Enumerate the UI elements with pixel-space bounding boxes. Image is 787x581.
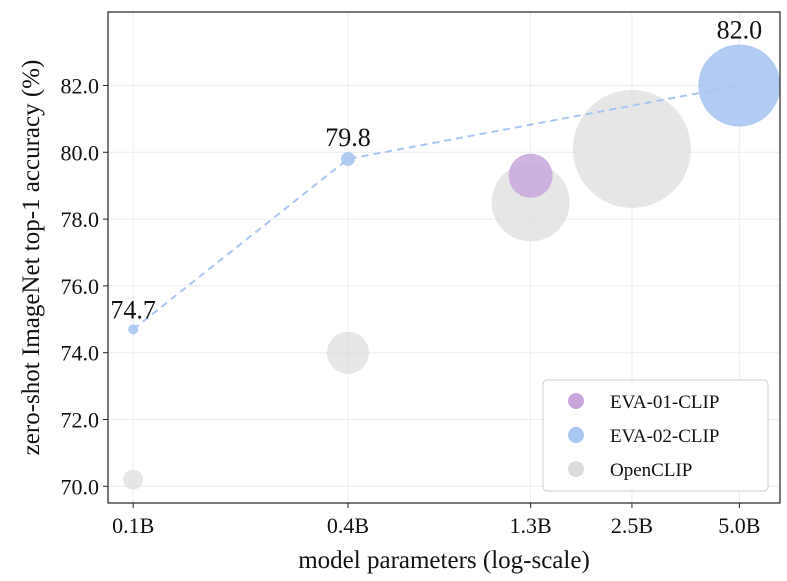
- point-openclip: [326, 331, 369, 374]
- legend-marker: [568, 427, 584, 443]
- y-tick-label: 72.0: [61, 407, 100, 432]
- y-tick-label: 78.0: [61, 207, 100, 232]
- legend-marker: [568, 393, 584, 409]
- point-openclip: [572, 89, 691, 208]
- x-axis-label: model parameters (log-scale): [298, 547, 590, 574]
- y-tick-label: 80.0: [61, 140, 100, 165]
- data-label: 74.7: [110, 295, 156, 324]
- data-label: 82.0: [717, 15, 763, 44]
- x-axis-ticks: 0.1B 0.4B 1.3B 2.5B 5.0B: [112, 503, 760, 538]
- legend-label: EVA-01-CLIP: [610, 392, 719, 413]
- data-points: [123, 44, 781, 490]
- grid: [108, 12, 780, 503]
- y-tick-label: 76.0: [61, 274, 100, 299]
- y-tick-label: 70.0: [61, 474, 100, 499]
- y-tick-label: 74.0: [61, 341, 100, 366]
- y-axis-ticks: 70.0 72.0 74.0 76.0 78.0 80.0 82.0: [61, 73, 108, 499]
- point-eva-01-clip: [508, 153, 553, 198]
- data-label: 79.8: [325, 123, 371, 152]
- legend-label: OpenCLIP: [610, 460, 692, 481]
- x-tick-label: 5.0B: [718, 513, 760, 538]
- legend-label: EVA-02-CLIP: [610, 426, 719, 447]
- legend: EVA-01-CLIP EVA-02-CLIP OpenCLIP: [542, 379, 769, 492]
- legend-marker: [568, 461, 584, 477]
- plot-frame: [107, 11, 781, 504]
- data-labels: 74.7 79.8 82.0: [110, 15, 762, 324]
- x-tick-label: 0.4B: [327, 513, 369, 538]
- x-tick-label: 1.3B: [510, 513, 552, 538]
- point-openclip: [123, 469, 144, 490]
- x-tick-label: 0.1B: [112, 513, 154, 538]
- x-tick-label: 2.5B: [611, 513, 653, 538]
- y-axis-label: zero-shot ImageNet top-1 accuracy (%): [18, 60, 45, 456]
- y-tick-label: 82.0: [61, 73, 100, 98]
- legend-box: [542, 379, 769, 492]
